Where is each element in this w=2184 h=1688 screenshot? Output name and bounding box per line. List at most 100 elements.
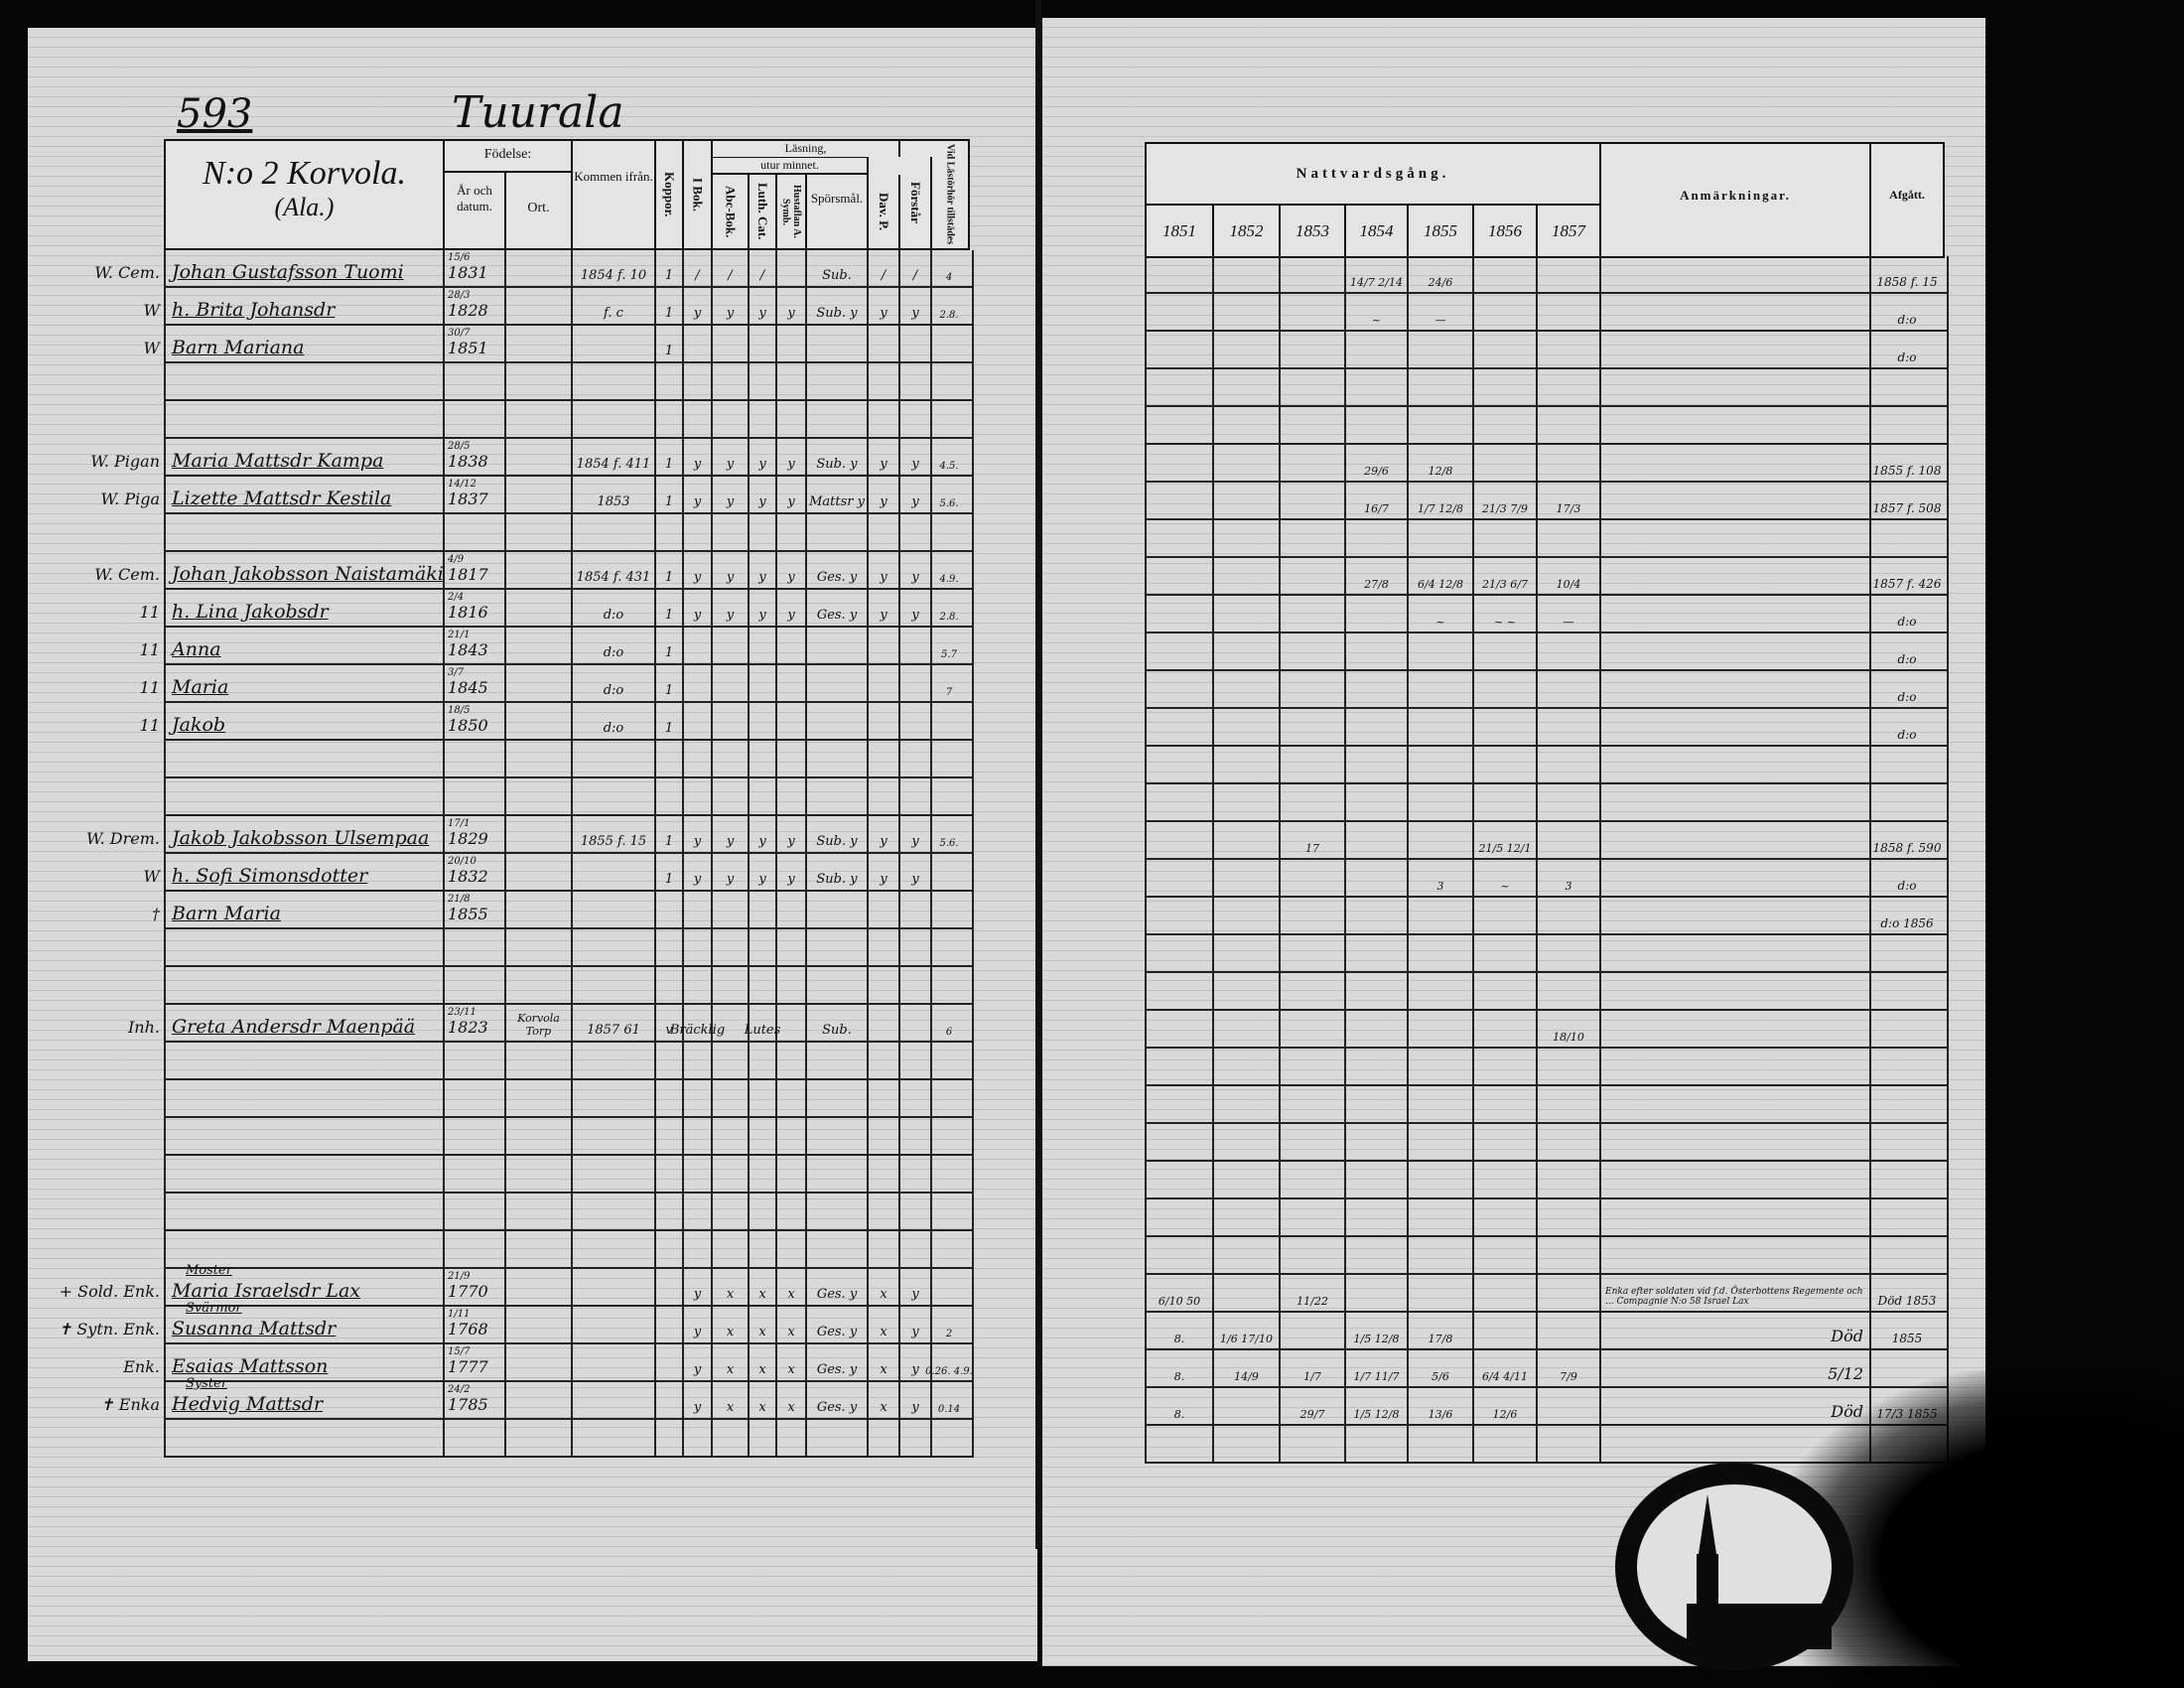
lastorhor-cell <box>932 401 966 437</box>
empty-register-row <box>166 514 972 552</box>
departed-cell: 1858 f. 15 <box>1876 275 1938 289</box>
communion-1852 <box>1214 671 1281 707</box>
remarks-cell <box>1601 1199 1871 1235</box>
birth-place-cell: Korvola Torp <box>506 1005 573 1041</box>
communion-1857: — <box>1538 596 1601 632</box>
name-cell <box>166 1156 445 1192</box>
communion-1856 <box>1474 369 1538 405</box>
moved-from-cell <box>573 1231 656 1267</box>
empty-communion-row <box>1147 1237 1947 1275</box>
empty-register-row <box>166 1080 972 1118</box>
hustaflan-mark <box>777 1420 807 1456</box>
birth-place-cell <box>506 590 573 626</box>
luth-cat-mark: y <box>750 552 777 588</box>
hustaflan-mark <box>777 741 807 776</box>
sporsmal-mark <box>807 1118 869 1154</box>
communion-1851 <box>1147 1162 1214 1197</box>
remarks-cell <box>1601 256 1871 292</box>
communion-1857 <box>1538 1388 1601 1424</box>
i-bok-mark: y <box>684 439 713 475</box>
communion-1854 <box>1346 747 1409 782</box>
forstar-mark <box>900 1231 932 1267</box>
birth-place-cell <box>506 929 573 965</box>
i-bok-mark: Bräcklig <box>670 1005 725 1041</box>
forstar-mark <box>900 1043 932 1078</box>
sporsmal-mark <box>807 1194 869 1229</box>
communion-row: ~ — d:o <box>1147 294 1947 332</box>
departed-cell: d:o <box>1897 351 1917 364</box>
forstar-mark <box>900 1118 932 1154</box>
communion-1857 <box>1538 294 1601 330</box>
sporsmal-mark: Sub. y <box>807 288 869 324</box>
year-header-1853: 1853 <box>1281 206 1346 256</box>
communion-1854 <box>1346 520 1409 556</box>
communion-1857 <box>1538 633 1601 669</box>
register-row: 11 Anna 21/1 1843 d:o 1 5.7 <box>140 628 972 665</box>
birth-date-cell <box>445 1080 506 1116</box>
communion-1854 <box>1346 596 1409 632</box>
sporsmal-mark <box>807 1156 869 1192</box>
communion-1853 <box>1281 1086 1346 1122</box>
koppor-mark <box>656 1344 684 1380</box>
communion-1852 <box>1214 1426 1281 1462</box>
departed-cell <box>1871 407 1943 443</box>
register-row: W. Drem. Jakob Jakobsson Ulsempaa 17/1 1829… <box>86 816 972 854</box>
remarks-cell: Enka efter soldaten vid f.d. Österbotten… <box>1601 1275 1871 1311</box>
birth-date-cell: 15/6 1831 <box>445 250 506 286</box>
communion-1857 <box>1538 1124 1601 1160</box>
abc-bok-mark <box>713 363 750 399</box>
moved-from-cell: f. c <box>573 288 656 324</box>
hustaflan-mark <box>777 1194 807 1229</box>
koppor-mark: 1 <box>656 590 684 626</box>
birth-year: 1768 <box>448 1319 488 1338</box>
lastorhor-cell: 4.9. <box>939 574 959 585</box>
lastorhor-cell <box>932 703 966 739</box>
abc-bok-mark <box>713 929 750 965</box>
departed-cell <box>1871 1086 1943 1122</box>
birth-place-cell <box>506 741 573 776</box>
dav-p-mark: y <box>869 590 900 626</box>
birth-year: 1845 <box>448 677 488 697</box>
koppor-mark: 1 <box>656 628 684 663</box>
koppor-mark <box>656 892 684 927</box>
abc-bok-mark <box>713 1156 750 1192</box>
status-margin-note: W <box>143 867 160 886</box>
moved-from-cell <box>573 854 656 890</box>
hustaflan-mark: x <box>777 1269 807 1305</box>
dav-p-mark <box>869 363 900 399</box>
birth-place-cell <box>506 1080 573 1116</box>
birth-year: 1816 <box>448 602 488 622</box>
i-bok-mark <box>684 1231 713 1267</box>
name-cell: † Barn Maria <box>152 892 445 927</box>
name-cell <box>166 1080 445 1116</box>
abc-bok-mark: y <box>713 439 750 475</box>
communion-1857 <box>1538 935 1601 971</box>
birth-year: 1831 <box>448 262 488 282</box>
communion-1853 <box>1281 633 1346 669</box>
register-row: W. Cem. Johan Jakobsson Naistamäki 4/9 1817… <box>94 552 972 590</box>
lastorhor-cell: 5.6. <box>939 498 959 509</box>
empty-register-row <box>166 1194 972 1231</box>
dav-p-mark <box>869 665 900 701</box>
departed-cell <box>1871 369 1943 405</box>
remarks-cell <box>1601 709 1871 745</box>
communion-1854: ~ <box>1346 294 1409 330</box>
village-subtitle: (Ala.) <box>274 193 335 221</box>
sporsmal-mark: Ges. y <box>807 1307 869 1342</box>
register-row: 11 Jakob 18/5 1850 d:o 1 <box>140 703 972 741</box>
communion-1854 <box>1346 1199 1409 1235</box>
person-name: h. Sofi Simonsdotter <box>172 865 368 887</box>
abc-bok-mark <box>713 1005 750 1041</box>
person-name: Anna <box>172 638 221 660</box>
forstar-mark <box>900 665 932 701</box>
communion-1852: 14/9 <box>1214 1350 1281 1386</box>
luth-cat-mark: y <box>750 854 777 890</box>
sporsmal-mark: Sub. y <box>807 439 869 475</box>
communion-1852 <box>1214 294 1281 330</box>
koppor-mark <box>656 1118 684 1154</box>
communion-1857 <box>1538 1162 1601 1197</box>
hustaflan-mark <box>777 363 807 399</box>
person-name: Maria Mattsdr Kampa <box>172 450 384 472</box>
hustaflan-mark: y <box>777 590 807 626</box>
communion-1853 <box>1281 483 1346 518</box>
